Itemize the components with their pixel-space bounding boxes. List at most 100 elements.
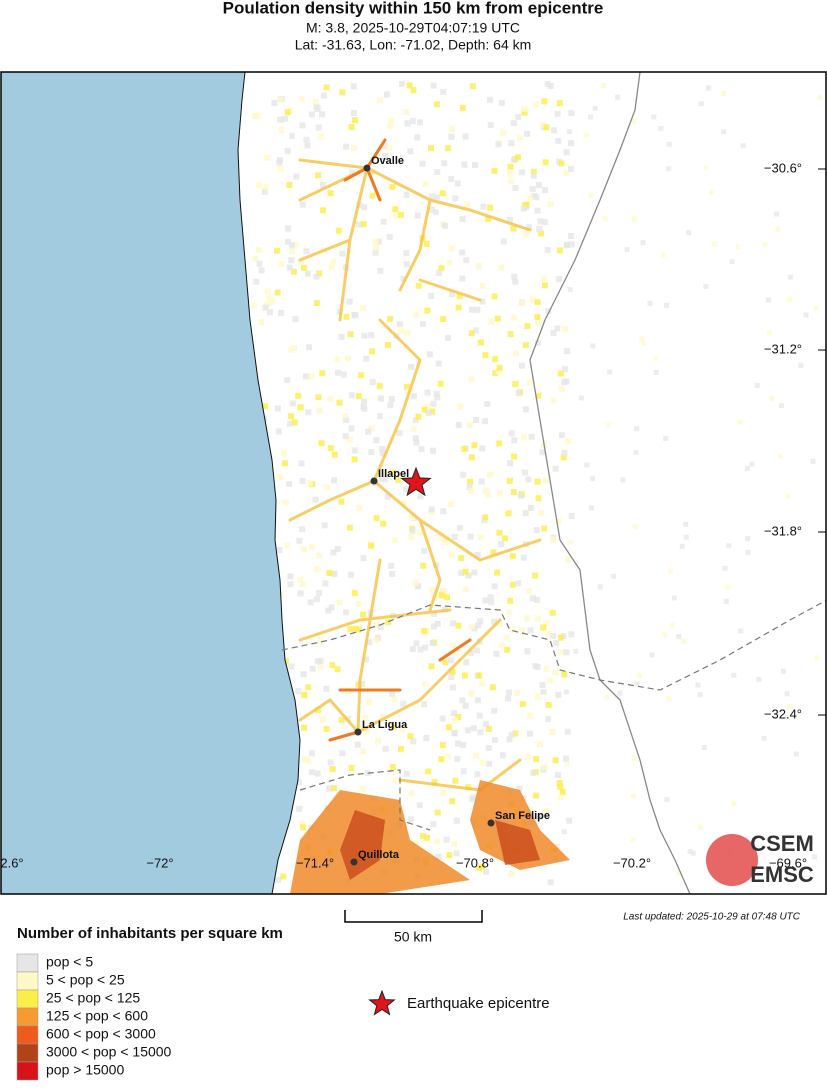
pop-cell <box>512 185 519 192</box>
pop-cell <box>423 240 430 247</box>
pop-cell <box>366 699 373 706</box>
pop-cell <box>253 278 260 285</box>
pop-cell <box>417 493 424 500</box>
pop-cell <box>334 666 341 673</box>
pop-cell <box>473 752 480 759</box>
pop-cell <box>442 659 449 666</box>
pop-cell <box>478 478 485 485</box>
pop-cell <box>492 356 499 363</box>
pop-cell <box>479 864 486 871</box>
pop-cell <box>536 225 543 232</box>
pop-cell <box>300 824 307 831</box>
pop-cell <box>389 183 396 190</box>
pop-cell <box>630 837 636 843</box>
pop-cell <box>552 757 559 764</box>
pop-cell <box>557 794 564 801</box>
pop-cell <box>438 592 445 599</box>
pop-cell <box>500 238 507 245</box>
pop-cell <box>549 729 556 736</box>
legend-label: pop < 5 <box>46 954 93 970</box>
pop-cell <box>502 535 509 542</box>
pop-cell <box>266 294 273 301</box>
legend-star <box>368 989 396 1016</box>
pop-cell <box>431 779 438 786</box>
pop-cell <box>320 207 327 214</box>
pop-cell <box>417 646 424 653</box>
pop-cell <box>382 745 389 752</box>
pop-cell <box>430 400 437 407</box>
scale-bar <box>344 910 483 923</box>
pop-cell <box>286 181 293 188</box>
pop-cell <box>540 624 547 631</box>
pop-cell <box>472 162 479 169</box>
pop-cell <box>313 273 320 280</box>
pop-cell <box>271 99 278 106</box>
pop-cell <box>512 381 519 388</box>
pop-cell <box>434 620 441 627</box>
pop-cell <box>313 566 320 573</box>
pop-cell <box>346 524 353 531</box>
pop-cell <box>263 183 270 190</box>
pop-cell <box>360 555 367 562</box>
pop-cell <box>481 517 488 524</box>
pop-cell <box>276 96 283 103</box>
pop-cell <box>633 450 639 456</box>
pop-cell <box>554 325 561 332</box>
pop-cell <box>313 300 320 307</box>
pop-cell <box>410 393 417 400</box>
pop-cell <box>325 607 332 614</box>
pop-cell <box>496 529 503 536</box>
pop-cell <box>256 260 263 267</box>
pop-cell <box>697 692 703 698</box>
pop-cell <box>289 133 296 140</box>
pop-cell <box>455 714 462 721</box>
pop-cell <box>379 445 386 452</box>
pop-cell <box>348 764 355 771</box>
pop-cell <box>299 526 306 533</box>
pop-cell <box>389 570 396 577</box>
pop-cell <box>537 218 544 225</box>
pop-cell <box>543 665 550 672</box>
pop-cell <box>498 641 505 648</box>
pop-cell <box>601 82 607 88</box>
logo: CSEM EMSC <box>706 831 814 887</box>
pop-cell <box>802 842 808 848</box>
pop-cell <box>494 315 501 322</box>
city-label: Quillota <box>358 849 400 861</box>
pop-cell <box>568 140 575 147</box>
pop-cell <box>491 167 498 174</box>
pop-cell <box>553 639 560 646</box>
pop-cell <box>518 362 525 369</box>
pop-cell <box>450 710 457 717</box>
pop-cell <box>390 724 397 731</box>
legend-label: 125 < pop < 600 <box>46 1008 148 1024</box>
pop-cell <box>312 98 319 105</box>
pop-cell <box>722 565 728 571</box>
pop-cell <box>328 604 335 611</box>
pop-cell <box>282 658 289 665</box>
pop-cell <box>568 241 575 248</box>
pop-cell <box>455 740 462 747</box>
pop-cell <box>515 580 522 587</box>
pop-cell <box>306 480 313 487</box>
pop-cell <box>542 808 549 815</box>
pop-cell <box>363 728 370 735</box>
pop-cell <box>401 500 408 507</box>
pop-cell <box>446 259 453 266</box>
pop-cell <box>316 407 323 414</box>
pop-cell <box>740 143 746 149</box>
pop-cell <box>373 437 380 444</box>
pop-cell <box>563 649 570 656</box>
pop-cell <box>425 409 432 416</box>
pop-cell <box>578 395 584 401</box>
pop-cell <box>522 231 529 238</box>
pop-cell <box>315 124 322 131</box>
pop-cell <box>372 636 379 643</box>
pop-cell <box>620 477 626 483</box>
pop-cell <box>284 147 291 154</box>
pop-cell <box>459 697 466 704</box>
pop-cell <box>540 688 547 695</box>
pop-cell <box>545 701 552 708</box>
pop-cell <box>307 599 314 606</box>
